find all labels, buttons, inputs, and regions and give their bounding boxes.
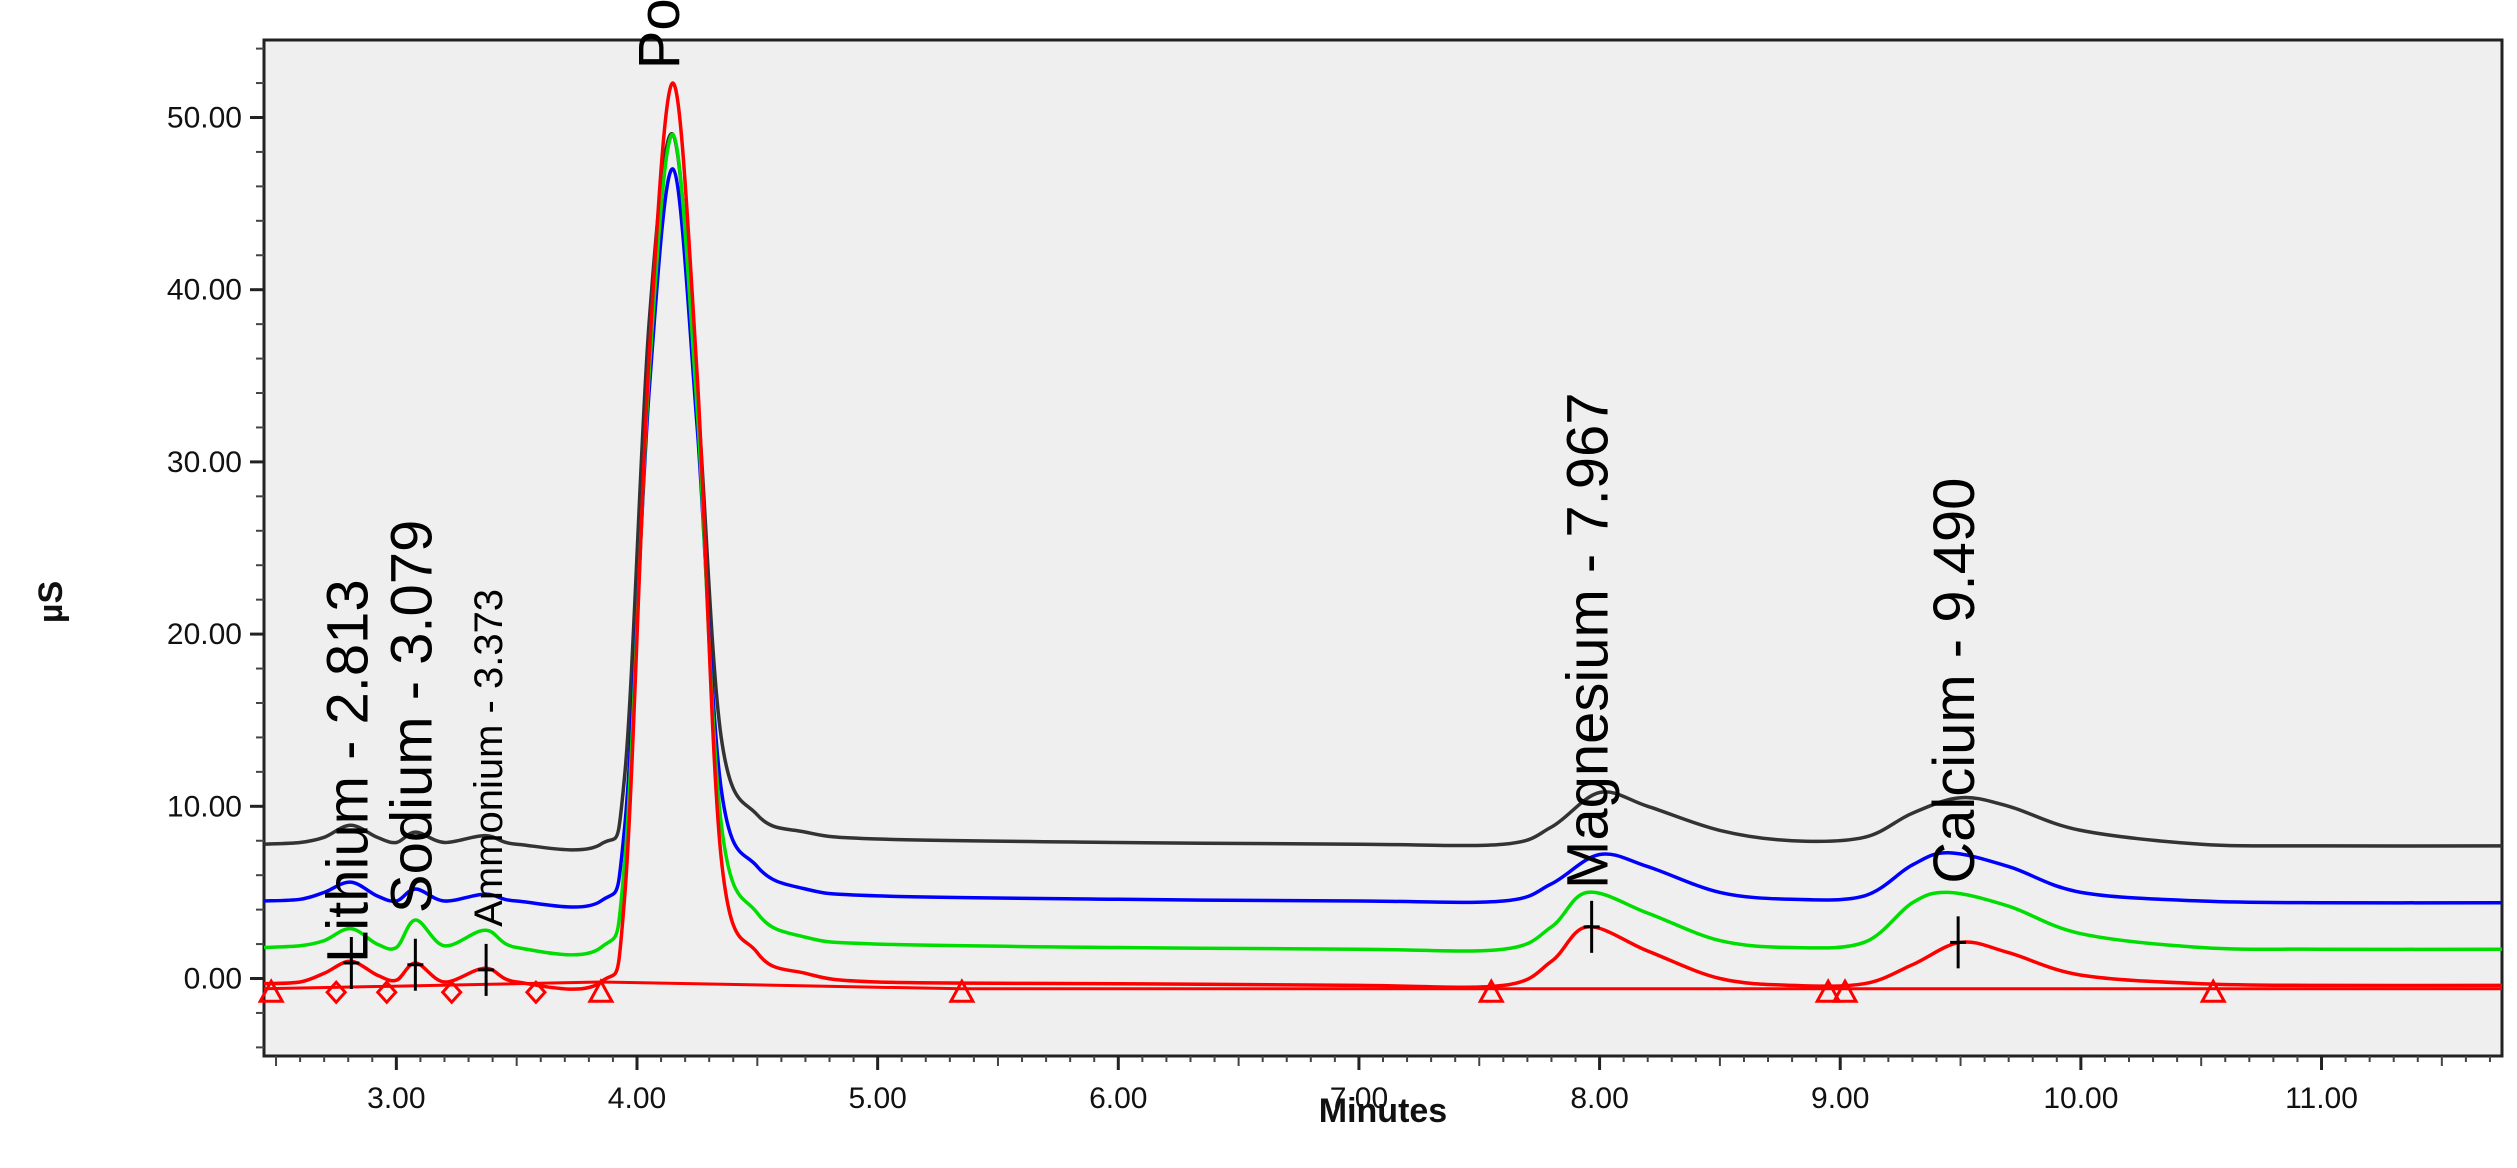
baseline-triangle-marker	[948, 978, 976, 1003]
y-axis-title: µS	[32, 581, 70, 623]
baseline-triangle-marker	[257, 978, 285, 1003]
x-tick-label: 5.00	[848, 1082, 906, 1115]
series-line-2	[264, 167, 2502, 909]
y-tick-label: 10.00	[167, 790, 242, 823]
x-tick-label: 6.00	[1089, 1082, 1147, 1115]
y-axis: 0.00 10.00 20.00 30.00 40.00 50.00	[167, 47, 264, 1049]
series-line-1	[264, 132, 2502, 852]
baseline-triangle-marker	[2199, 978, 2227, 1003]
baseline-triangle-marker	[587, 978, 615, 1003]
peak-labels: Lithium - 2.813 Sodium - 3.079 Ammonium - …	[315, 0, 1987, 963]
peak-label: Calcium - 9.490	[1922, 478, 1987, 884]
peak-label: Sodium - 3.079	[379, 520, 444, 913]
x-tick-label: 10.00	[2043, 1082, 2118, 1115]
series-line-4	[264, 81, 2502, 991]
x-tick-label: 8.00	[1570, 1082, 1628, 1115]
baseline-triangle-marker	[1477, 978, 1505, 1003]
x-axis-title: Minutes	[1319, 1092, 1447, 1130]
y-tick-label: 20.00	[167, 618, 242, 651]
x-tick-label: 7.00	[1330, 1082, 1388, 1115]
peak-label: Lithium - 2.813	[315, 579, 380, 963]
y-tick-label: 0.00	[184, 963, 242, 996]
baseline-diamond-marker	[440, 980, 463, 1005]
marker-layer	[257, 900, 2227, 1005]
baseline-diamond-marker	[375, 980, 398, 1005]
x-tick-label: 11.00	[2285, 1082, 2358, 1115]
x-tick-label: 9.00	[1811, 1082, 1869, 1115]
x-axis: 3.00 4.00 5.00 6.00 7.00 8.00 9.00 10.00 11.00	[275, 1056, 2491, 1115]
y-tick-label: 50.00	[167, 101, 242, 134]
x-tick-label: 4.00	[608, 1082, 666, 1115]
baseline-diamond-marker	[524, 980, 547, 1005]
y-tick-label: 40.00	[167, 274, 242, 307]
baseline-triangle-marker	[1814, 978, 1842, 1003]
peak-label: Potassium - 4.109	[627, 0, 692, 69]
baseline-triangle-marker	[1831, 978, 1859, 1003]
baseline-diamond-marker	[325, 980, 348, 1005]
x-tick-label: 3.00	[367, 1082, 425, 1115]
peak-label: Ammonium - 3.373	[467, 589, 511, 927]
peak-label: Magnesium - 7.967	[1556, 392, 1621, 888]
series-line-3	[264, 132, 2502, 957]
y-tick-label: 30.00	[167, 446, 242, 479]
